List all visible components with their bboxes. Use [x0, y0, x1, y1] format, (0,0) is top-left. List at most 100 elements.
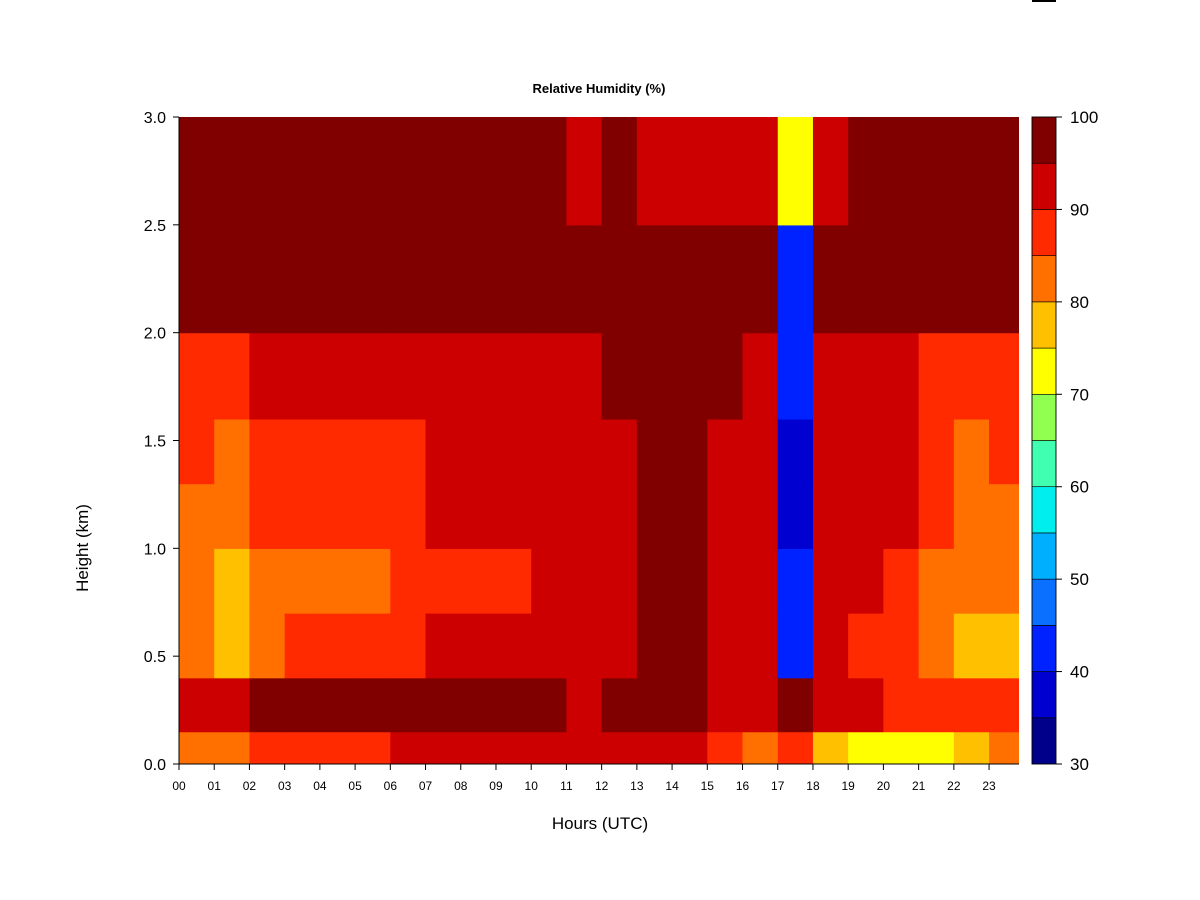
heatmap-cell — [672, 613, 708, 679]
heatmap-cell — [707, 483, 744, 549]
heatmap-cell — [848, 418, 884, 485]
heatmap-cell — [636, 418, 673, 485]
heatmap-cell — [425, 613, 462, 679]
heatmap-cell — [812, 117, 849, 226]
colorbar-tick-label: 80 — [1070, 293, 1089, 312]
heatmap-cell — [214, 731, 251, 764]
heatmap-cell — [953, 332, 990, 420]
heatmap-cell — [848, 117, 884, 226]
heatmap-cell — [355, 613, 391, 679]
heatmap-cell — [319, 677, 356, 733]
heatmap-cell — [989, 548, 1019, 614]
heatmap-cell — [989, 483, 1019, 549]
heatmap-cell — [672, 224, 708, 334]
heatmap-cell — [883, 677, 920, 733]
heatmap-cell — [672, 483, 708, 549]
heatmap-cell — [918, 548, 955, 614]
heatmap-cell — [636, 731, 673, 764]
heatmap-cell — [460, 613, 497, 679]
heatmap-cell — [672, 548, 708, 614]
heatmap-cell — [883, 613, 920, 679]
x-axis: 00 01 02 03 04 05 06 07 08 09 10 11 12 13 14 15 16 17 18 19… — [172, 763, 1019, 793]
heatmap-cell — [566, 613, 603, 679]
heatmap-cell — [742, 677, 779, 733]
heatmap-cell — [953, 483, 990, 549]
heatmap-cell — [390, 418, 427, 485]
heatmap-cell — [636, 224, 673, 334]
heatmap-cell — [495, 224, 532, 334]
heatmap-cell — [601, 418, 638, 485]
heatmap-cell — [601, 548, 638, 614]
heatmap-cell — [319, 224, 356, 334]
heatmap-cell — [777, 117, 814, 226]
heatmap-cell — [214, 117, 251, 226]
heatmap-cell — [848, 332, 884, 420]
heatmap-cell — [777, 418, 814, 485]
heatmap-cell — [883, 117, 920, 226]
heatmap-cell — [179, 677, 215, 733]
heatmap-cell — [989, 613, 1019, 679]
heatmap-cell — [531, 418, 568, 485]
heatmap-cell — [460, 731, 497, 764]
heatmap-cell — [531, 613, 568, 679]
colorbar-segment — [1031, 486, 1057, 534]
heatmap-cell — [742, 224, 779, 334]
colorbar-segment — [1031, 440, 1057, 488]
heatmap-cell — [284, 332, 321, 420]
heatmap-cell — [601, 731, 638, 764]
heatmap-cell — [214, 613, 251, 679]
x-tick-label: 01 — [208, 779, 222, 793]
heatmap-cell — [460, 332, 497, 420]
colorbar-segment — [1031, 255, 1057, 303]
heatmap-cell — [460, 677, 497, 733]
heatmap-cell — [636, 332, 673, 420]
y-tick-label: 0.5 — [144, 649, 166, 666]
heatmap-cell — [848, 224, 884, 334]
heatmap-cell — [319, 418, 356, 485]
heatmap-cell — [390, 548, 427, 614]
heatmap-cell — [531, 731, 568, 764]
y-tick-label: 1.5 — [144, 434, 166, 451]
heatmap-cell — [355, 418, 391, 485]
heatmap-cell — [460, 224, 497, 334]
heatmap-cell — [179, 548, 215, 614]
heatmap-cell — [848, 613, 884, 679]
heatmap-cell — [425, 677, 462, 733]
x-tick-label: 07 — [419, 779, 433, 793]
heatmap-area — [179, 117, 1019, 764]
heatmap-cell — [707, 418, 744, 485]
heatmap-cell — [319, 613, 356, 679]
heatmap-cell — [742, 731, 779, 764]
heatmap-cell — [355, 224, 391, 334]
heatmap-cell — [566, 548, 603, 614]
y-tick-label: 2.5 — [144, 218, 166, 235]
heatmap-cell — [249, 483, 286, 549]
heatmap-cell — [179, 483, 215, 549]
x-tick-label: 06 — [384, 779, 398, 793]
heatmap-cell — [355, 117, 391, 226]
heatmap-cell — [249, 548, 286, 614]
heatmap-cell — [601, 332, 638, 420]
heatmap-cell — [707, 731, 744, 764]
heatmap-cell — [672, 332, 708, 420]
heatmap-cell — [777, 332, 814, 420]
heatmap-cell — [460, 483, 497, 549]
heatmap-cell — [566, 224, 603, 334]
colorbar-segment — [1031, 209, 1057, 256]
heatmap-cell — [989, 677, 1019, 733]
heatmap-cell — [777, 677, 814, 733]
heatmap-cell — [390, 677, 427, 733]
heatmap-cell — [953, 677, 990, 733]
heatmap-cell — [848, 548, 884, 614]
heatmap-cell — [989, 418, 1019, 485]
heatmap-cell — [883, 224, 920, 334]
heatmap-cell — [566, 677, 603, 733]
colorbar-segment — [1031, 532, 1057, 580]
heatmap-cell — [989, 224, 1019, 334]
x-tick-label: 13 — [630, 779, 644, 793]
heatmap-cell — [214, 548, 251, 614]
x-tick-label: 19 — [842, 779, 856, 793]
heatmap-cell — [989, 731, 1019, 764]
heatmap-cell — [531, 677, 568, 733]
y-tick-label: 0.0 — [144, 757, 166, 774]
